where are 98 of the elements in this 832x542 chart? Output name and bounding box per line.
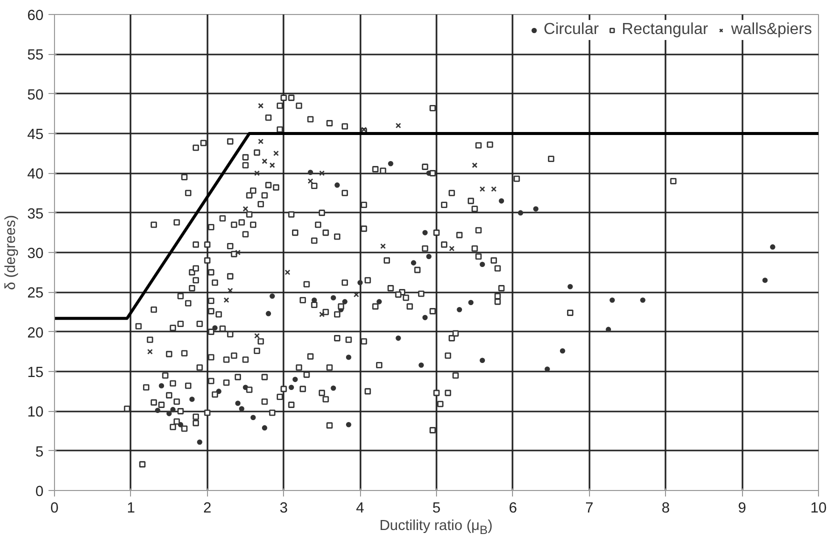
- point: [342, 299, 348, 304]
- point: [357, 280, 363, 286]
- legend-label: walls&piers: [731, 21, 812, 39]
- point: [250, 414, 256, 420]
- x-tick-label: 6: [508, 500, 517, 516]
- point: [354, 292, 360, 298]
- point: [418, 362, 424, 368]
- point: [292, 376, 298, 382]
- point: [319, 312, 325, 318]
- point: [422, 314, 428, 320]
- y-tick-label: 15: [27, 365, 44, 381]
- point: [410, 260, 416, 266]
- point: [334, 182, 340, 188]
- point: [266, 310, 272, 316]
- point: [242, 206, 248, 212]
- x-axis-title: Ductility ratio (μ$_{B}$): [379, 517, 493, 539]
- x-tick-label: 9: [738, 500, 746, 516]
- y-tick-label: 45: [27, 127, 44, 143]
- point: [396, 336, 401, 341]
- point: [518, 210, 524, 216]
- point: [480, 262, 485, 268]
- y-tick-label: 60: [27, 8, 44, 24]
- point: [498, 198, 504, 204]
- point: [456, 306, 462, 312]
- point: [189, 396, 195, 402]
- point: [491, 186, 497, 192]
- point: [560, 348, 566, 354]
- point: [346, 354, 352, 360]
- y-tick-label: 30: [27, 246, 44, 262]
- point: [449, 246, 455, 252]
- point: [258, 138, 264, 144]
- x-tick-label: 2: [203, 500, 212, 516]
- point: [224, 297, 230, 303]
- point: [376, 299, 382, 304]
- point: [422, 230, 428, 236]
- point: [380, 243, 386, 249]
- x-tick-label: 5: [432, 500, 441, 516]
- point: [544, 366, 550, 372]
- point: [426, 254, 432, 260]
- x-tick-label: 0: [50, 500, 59, 516]
- point: [396, 122, 402, 128]
- point: [254, 170, 260, 176]
- point: [480, 358, 485, 364]
- y-tick-label: 0: [35, 484, 44, 500]
- y-tick-label: 35: [27, 206, 44, 222]
- x-tick-label: 7: [585, 500, 594, 516]
- point: [472, 162, 478, 168]
- y-tick-label: 20: [27, 325, 44, 342]
- point: [346, 422, 352, 428]
- point: [308, 178, 314, 184]
- point: [319, 170, 325, 176]
- point: [468, 300, 474, 306]
- y-axis-title: δ (degrees): [3, 215, 20, 290]
- point: [770, 244, 776, 250]
- y-tick-label: 10: [27, 404, 44, 421]
- point: [212, 325, 218, 331]
- point: [388, 161, 394, 166]
- point: [330, 295, 336, 300]
- x-tick-label: 8: [662, 500, 670, 516]
- point: [262, 158, 268, 164]
- point: [258, 102, 264, 109]
- point: [197, 439, 202, 445]
- point: [762, 278, 768, 283]
- point: [533, 206, 538, 212]
- legend-label: Circular: [544, 21, 599, 39]
- point: [235, 250, 241, 256]
- point: [270, 293, 275, 299]
- point: [288, 384, 294, 390]
- y-tick-label: 50: [27, 87, 44, 104]
- point: [269, 162, 276, 168]
- y-tick-label: 5: [35, 444, 44, 460]
- point: [308, 170, 314, 176]
- point: [262, 425, 268, 430]
- point: [227, 288, 233, 294]
- point: [330, 386, 336, 391]
- point: [239, 406, 244, 412]
- x-tick-label: 3: [280, 500, 288, 516]
- point: [640, 297, 646, 303]
- point: [284, 270, 290, 276]
- x-tick-label: 4: [356, 500, 364, 516]
- y-tick-label: 25: [27, 286, 44, 302]
- point: [480, 186, 486, 192]
- point: [154, 408, 160, 414]
- point: [254, 333, 260, 339]
- legend-label: Rectangular: [622, 21, 708, 39]
- y-tick-label: 55: [27, 48, 44, 64]
- point: [235, 400, 241, 406]
- point: [273, 150, 279, 156]
- x-tick-label: 1: [126, 500, 135, 516]
- point: [606, 326, 612, 332]
- point: [166, 410, 172, 416]
- point: [610, 297, 615, 303]
- point: [158, 383, 164, 388]
- point: [147, 348, 153, 354]
- x-tick-label: 10: [810, 500, 827, 516]
- y-tick-label: 40: [27, 166, 44, 183]
- point: [568, 284, 573, 290]
- point: [170, 406, 176, 412]
